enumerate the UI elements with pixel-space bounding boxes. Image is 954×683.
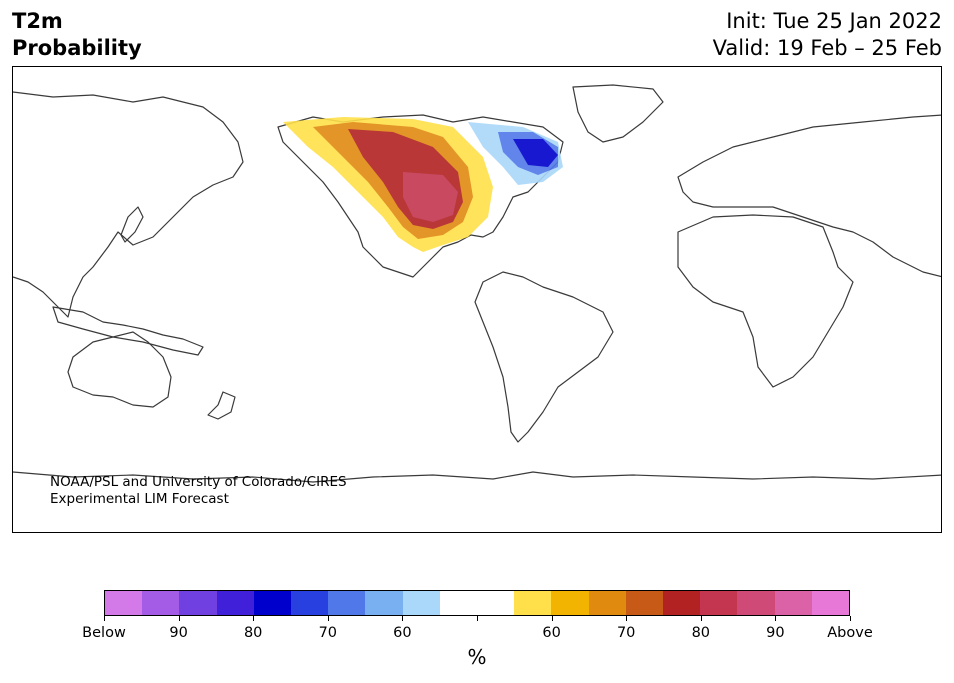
colorbar-tick: [700, 616, 702, 621]
map-canvas: [13, 84, 941, 483]
title-line-variable: T2m: [12, 9, 63, 33]
colorbar-segment: [439, 591, 478, 615]
colorbar-segment: [142, 591, 180, 615]
colorbar-tick: [253, 616, 255, 621]
landmass-europe: [677, 114, 941, 278]
landmass-south-america: [474, 271, 614, 443]
title-line-probability: Probability: [12, 36, 142, 60]
colorbar-segment: [105, 591, 143, 615]
colorbar-segment: [514, 591, 552, 615]
colorbar-tick: [477, 616, 478, 621]
landmass-australia: [67, 331, 172, 408]
colorbar-tick-label: 60: [542, 625, 561, 641]
valid-range: Valid: 19 Feb – 25 Feb: [712, 36, 942, 60]
init-date: Init: Tue 25 Jan 2022: [726, 9, 942, 33]
colorbar-tick-label: 70: [616, 625, 636, 641]
colorbar-unit: %: [467, 645, 487, 669]
colorbar-segment: [253, 591, 292, 615]
landmass-new-zealand: [207, 391, 236, 420]
colorbar-tick-label: Above: [827, 625, 873, 641]
forecast-dates: Init: Tue 25 Jan 2022 Valid: 19 Feb – 25…: [713, 8, 942, 62]
colorbar-segment: [365, 591, 403, 615]
colorbar-segment: [811, 591, 850, 615]
colorbar-tick-label: 60: [393, 625, 412, 641]
colorbar-segment: [663, 591, 701, 615]
colorbar-tick: [850, 616, 851, 621]
colorbar-tick-label: 90: [766, 625, 785, 641]
world-map: NOAA/PSL and University of Colorado/CIRE…: [12, 66, 942, 533]
colorbar: [104, 590, 850, 616]
landmass-north-america: [277, 114, 564, 278]
colorbar-segment: [328, 591, 366, 615]
landmass-maritime-se-asia: [52, 306, 204, 356]
below-strong: [513, 139, 558, 167]
colorbar-tick-label: Below: [82, 625, 126, 641]
credit-text: NOAA/PSL and University of Colorado/CIRE…: [50, 474, 347, 508]
colorbar-tick: [402, 616, 404, 621]
colorbar-tick: [775, 616, 777, 621]
colorbar-segment: [774, 591, 812, 615]
probability-shading: [283, 117, 563, 252]
colorbar-tick: [104, 616, 105, 621]
colorbar-segment: [737, 591, 775, 615]
colorbar-segment: [291, 591, 329, 615]
colorbar-segment: [179, 591, 217, 615]
colorbar-segment: [551, 591, 589, 615]
landmass-africa: [677, 214, 854, 388]
colorbar-tick-label: 70: [318, 625, 338, 641]
above-peak: [403, 172, 458, 222]
colorbar-segment: [625, 591, 664, 615]
landmass-japan: [120, 206, 144, 243]
credit-line-2: Experimental LIM Forecast: [50, 491, 229, 507]
map-title: T2m Probability: [12, 8, 142, 62]
colorbar-segment: [402, 591, 440, 615]
landmass-antarctica: [13, 471, 941, 483]
colorbar-tick: [327, 616, 329, 621]
colorbar-segment: [588, 591, 626, 615]
colorbar-tick: [626, 616, 628, 621]
colorbar-tick: [551, 616, 553, 621]
colorbar-segment: [477, 591, 515, 615]
landmass-asia: [13, 91, 244, 318]
colorbar-tick: [178, 616, 180, 621]
colorbar-tick-label: 80: [243, 625, 263, 641]
colorbar-segment: [700, 591, 738, 615]
credit-line-1: NOAA/PSL and University of Colorado/CIRE…: [50, 474, 347, 490]
colorbar-tick-label: 80: [691, 625, 711, 641]
landmass-greenland: [572, 84, 664, 143]
colorbar-tick-label: 90: [169, 625, 188, 641]
coastlines: [13, 84, 941, 483]
colorbar-segment: [216, 591, 254, 615]
